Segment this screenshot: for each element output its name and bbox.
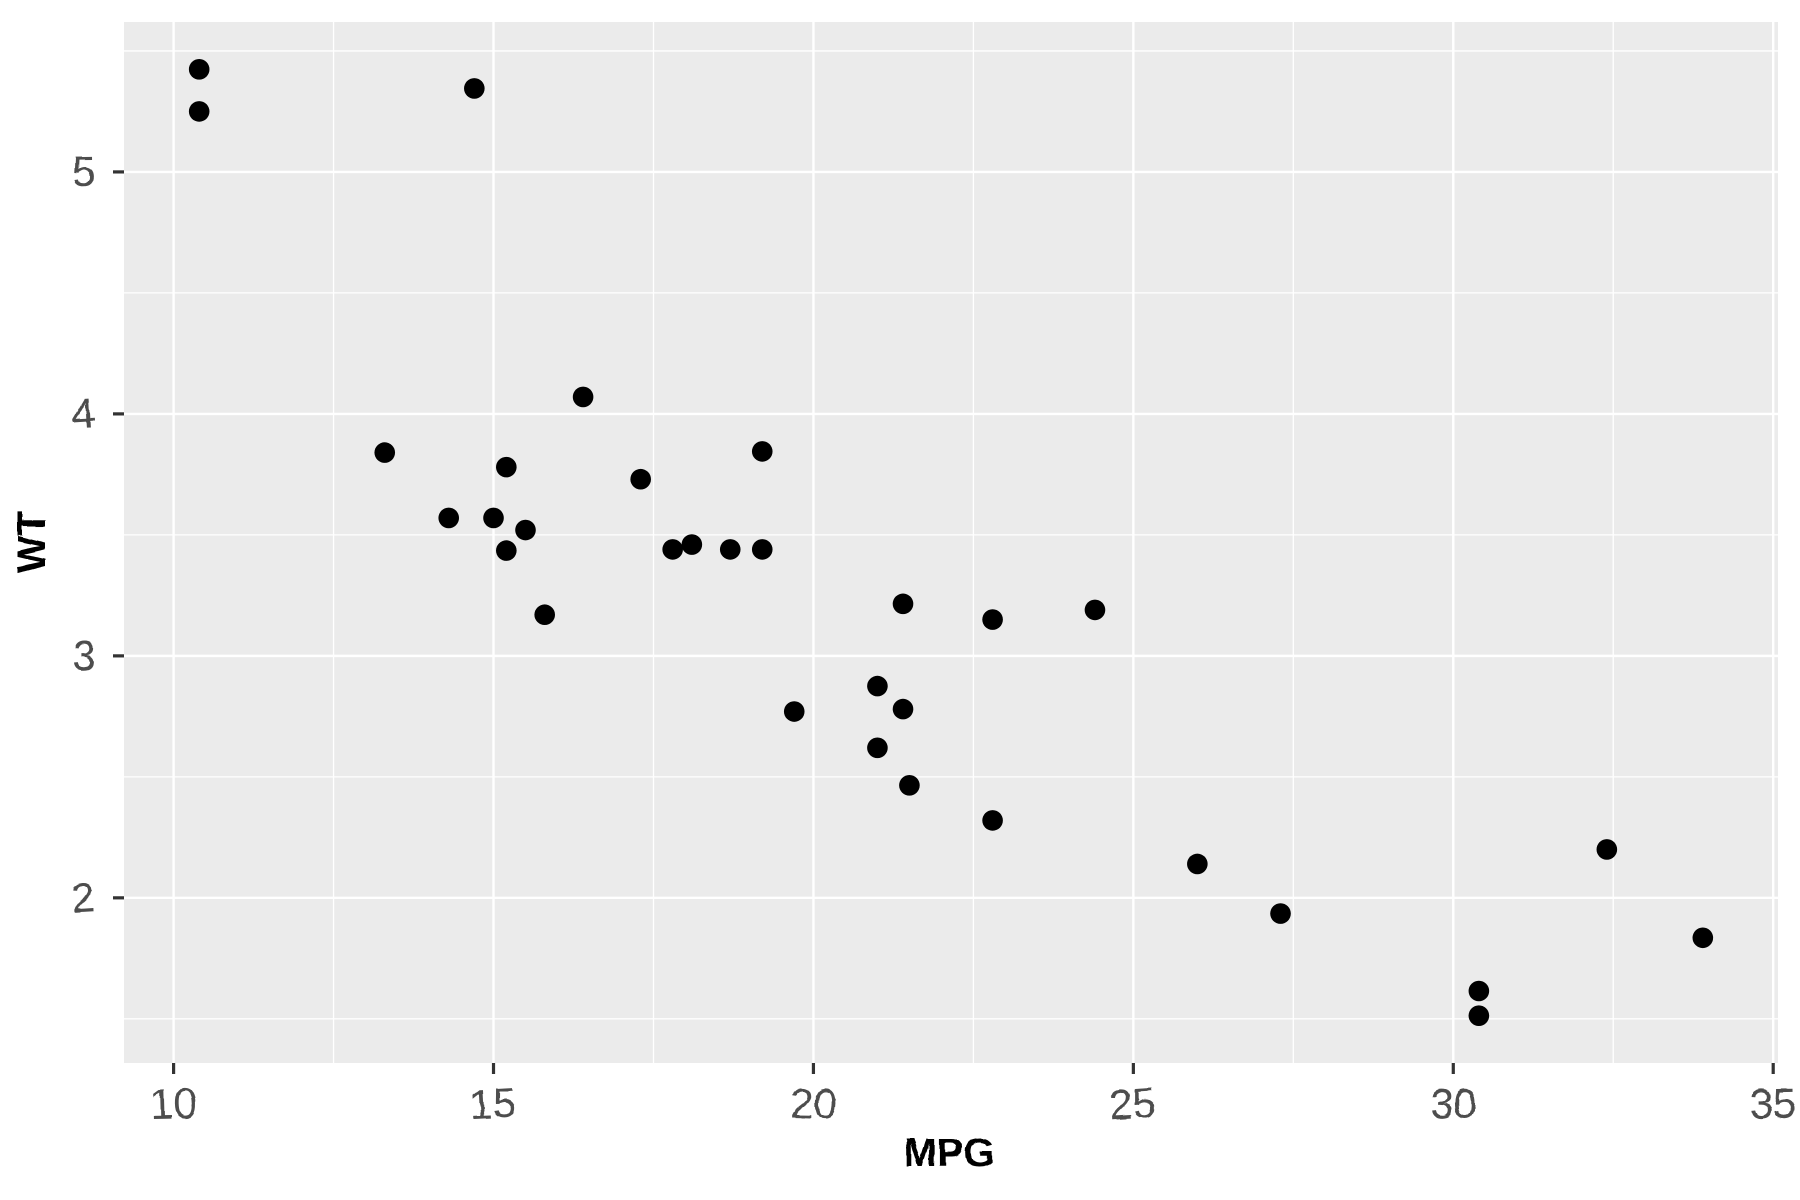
svg-text:20: 20	[790, 1080, 838, 1128]
svg-text:10: 10	[149, 1079, 197, 1127]
svg-text:15: 15	[468, 1079, 517, 1128]
svg-text:4: 4	[70, 389, 96, 437]
svg-text:WT: WT	[10, 511, 54, 573]
svg-text:2: 2	[70, 873, 96, 921]
svg-text:30: 30	[1430, 1080, 1477, 1127]
svg-text:3: 3	[72, 632, 95, 679]
svg-text:5: 5	[72, 148, 96, 195]
svg-text:25: 25	[1108, 1079, 1157, 1129]
svg-text:35: 35	[1749, 1080, 1797, 1128]
svg-text:MPG: MPG	[903, 1131, 994, 1175]
